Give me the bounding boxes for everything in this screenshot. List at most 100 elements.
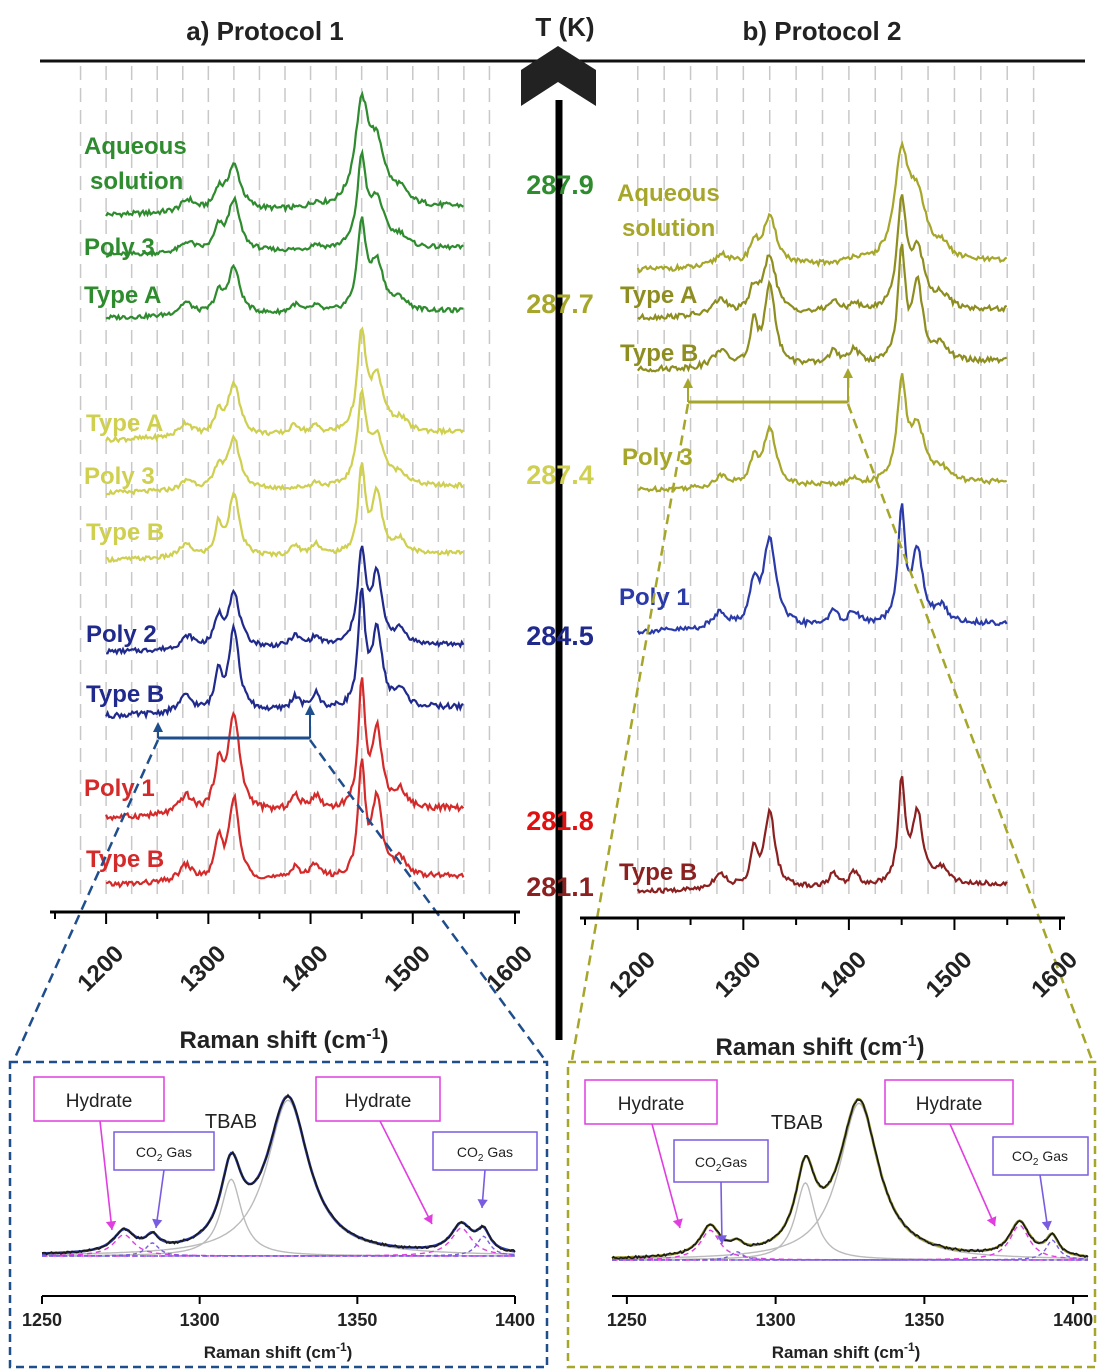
label-b-typeB-darkred: Type B bbox=[619, 859, 697, 886]
temp-284-5: 284.5 bbox=[526, 621, 594, 651]
inset-tick-label: 1400 bbox=[1053, 1310, 1093, 1330]
inset-left-hydrate-label-1: Hydrate bbox=[66, 1091, 133, 1112]
inset-tick-label: 1300 bbox=[180, 1310, 220, 1330]
spectrum-b-typeB-darkred bbox=[636, 776, 1008, 894]
x-axis-right: 1200 1300 1400 1500 1600 bbox=[580, 916, 1083, 1003]
spectrum-a-typeB-navy bbox=[105, 587, 464, 720]
inset-right-hydrate-box-1 bbox=[584, 1079, 718, 1125]
inset-left-tbab-label: TBAB bbox=[205, 1111, 257, 1133]
inset-component-curve bbox=[42, 1235, 516, 1257]
inset-right-co2-label-1: CO2Gas bbox=[695, 1154, 747, 1174]
x-axis-title-right: Raman shift (cm-1) bbox=[716, 1033, 925, 1061]
spectrum-a-typeB-yellow bbox=[105, 462, 464, 563]
x-axis-left: 1200 1300 1400 1500 1600 bbox=[50, 910, 538, 997]
label-a-aqueous-1: Aqueous bbox=[84, 133, 187, 160]
label-a-poly1: Poly 1 bbox=[84, 775, 155, 802]
inset-left-co2-label-1: CO2 Gas bbox=[136, 1144, 192, 1164]
inset-tick-label: 1350 bbox=[337, 1310, 377, 1330]
inset-left-hydrate-box-2 bbox=[315, 1076, 441, 1122]
spectrum-a-poly3-green bbox=[105, 148, 464, 258]
inset-component-curve bbox=[612, 1239, 1089, 1261]
inset-tick-label: 1400 bbox=[495, 1310, 535, 1330]
spectrum-a-aqueous bbox=[105, 90, 464, 219]
label-b-typeA: Type A bbox=[620, 282, 697, 309]
zoom-line-right-a bbox=[308, 739, 547, 1061]
annotation-arrow bbox=[949, 1123, 996, 1227]
inset-left-hydrate-box-1 bbox=[33, 1076, 165, 1122]
temperature-arrow-head bbox=[521, 46, 596, 106]
label-b-poly3: Poly 3 bbox=[622, 444, 693, 471]
tick-label: 1600 bbox=[481, 940, 538, 997]
inset-measured-curve bbox=[611, 1098, 1089, 1260]
inset-right-frame bbox=[566, 1060, 1097, 1369]
label-b-typeB-olive: Type B bbox=[620, 340, 698, 367]
spectrum-b-aqueous bbox=[636, 140, 1008, 274]
inset-tick-label: 1250 bbox=[22, 1310, 62, 1330]
label-a-poly3-yellow: Poly 3 bbox=[84, 463, 155, 490]
temp-287-9: 287.9 bbox=[526, 170, 594, 200]
annotation-arrow bbox=[1039, 1174, 1049, 1231]
spectrum-a-typeB-red bbox=[105, 758, 465, 889]
inset-left-co2-box-1 bbox=[113, 1131, 215, 1171]
spectrum-a-poly2 bbox=[106, 545, 465, 656]
inset-left-co2-box-2 bbox=[432, 1131, 538, 1171]
inset-right-co2-box-2 bbox=[992, 1136, 1089, 1176]
inset-component-curve bbox=[611, 1102, 1088, 1260]
annotation-arrowhead bbox=[986, 1216, 997, 1226]
zoom-line-right-b bbox=[846, 403, 1094, 1061]
annotation-arrowhead bbox=[105, 1220, 117, 1230]
inset-left-x-title: Raman shift (cm-1) bbox=[204, 1340, 353, 1362]
spectrum-a-poly1 bbox=[105, 677, 465, 822]
inset-tick-label: 1350 bbox=[904, 1310, 944, 1330]
tick-label: 1400 bbox=[815, 946, 872, 1003]
bracket-right bbox=[683, 368, 853, 404]
inset-right-tbab-label: TBAB bbox=[771, 1112, 823, 1134]
spectrum-a-typeA-green bbox=[105, 216, 464, 322]
temp-281-1: 281.1 bbox=[526, 872, 594, 902]
annotation-arrow bbox=[651, 1123, 681, 1229]
inset-right-co2-label-2: CO2 Gas bbox=[1012, 1148, 1068, 1168]
inset-component-curve bbox=[42, 1099, 515, 1256]
label-b-aqueous-1: Aqueous bbox=[617, 180, 720, 207]
spectra-right bbox=[636, 140, 1008, 894]
annotation-arrow bbox=[99, 1120, 113, 1231]
zoom-line-left-a bbox=[12, 739, 160, 1061]
temp-281-8: 281.8 bbox=[526, 806, 594, 836]
bracket-left bbox=[153, 705, 315, 740]
label-a-typeB-red: Type B bbox=[86, 846, 164, 873]
inset-tick-label: 1300 bbox=[756, 1310, 796, 1330]
tick-label: 1200 bbox=[72, 940, 129, 997]
spectrum-a-typeA-yellow bbox=[105, 326, 465, 444]
spectrum-b-typeB-olive bbox=[636, 243, 1008, 373]
spectra-left bbox=[105, 90, 465, 889]
spectrum-b-typeA bbox=[637, 194, 1008, 322]
temperature-axis-title: T (K) bbox=[535, 12, 594, 42]
tick-label: 1300 bbox=[710, 946, 767, 1003]
label-b-aqueous-2: solution bbox=[622, 215, 715, 242]
inset-left-co2-label-2: CO2 Gas bbox=[457, 1144, 513, 1164]
spectrum-b-poly3 bbox=[637, 373, 1007, 493]
temp-287-4: 287.4 bbox=[526, 460, 594, 490]
temp-287-7: 287.7 bbox=[526, 289, 594, 319]
tick-label: 1600 bbox=[1026, 946, 1083, 1003]
annotation-arrow bbox=[155, 1169, 165, 1229]
tick-label: 1400 bbox=[277, 940, 334, 997]
inset-component-curve bbox=[42, 1227, 515, 1257]
annotation-arrowhead bbox=[1041, 1220, 1052, 1230]
grid-right bbox=[637, 66, 1035, 900]
label-a-typeA-yellow: Type A bbox=[86, 410, 163, 437]
spectrum-a-poly3-yellow bbox=[105, 386, 464, 496]
annotation-arrowhead bbox=[672, 1218, 683, 1228]
label-a-aqueous-2: solution bbox=[90, 168, 183, 195]
annotation-arrowhead bbox=[423, 1214, 433, 1224]
annotation-arrow bbox=[379, 1120, 433, 1225]
panel-b-title: b) Protocol 2 bbox=[743, 16, 902, 46]
inset-right-hydrate-label-1: Hydrate bbox=[618, 1094, 685, 1115]
label-a-typeB-navy: Type B bbox=[86, 681, 164, 708]
tick-label: 1500 bbox=[379, 940, 436, 997]
inset-right-plot: 1250 1300 1350 1400 bbox=[607, 1097, 1093, 1330]
label-a-typeB-yellow: Type B bbox=[86, 519, 164, 546]
tick-label: 1200 bbox=[604, 946, 661, 1003]
label-a-poly2: Poly 2 bbox=[86, 621, 157, 648]
tick-label: 1500 bbox=[921, 946, 978, 1003]
